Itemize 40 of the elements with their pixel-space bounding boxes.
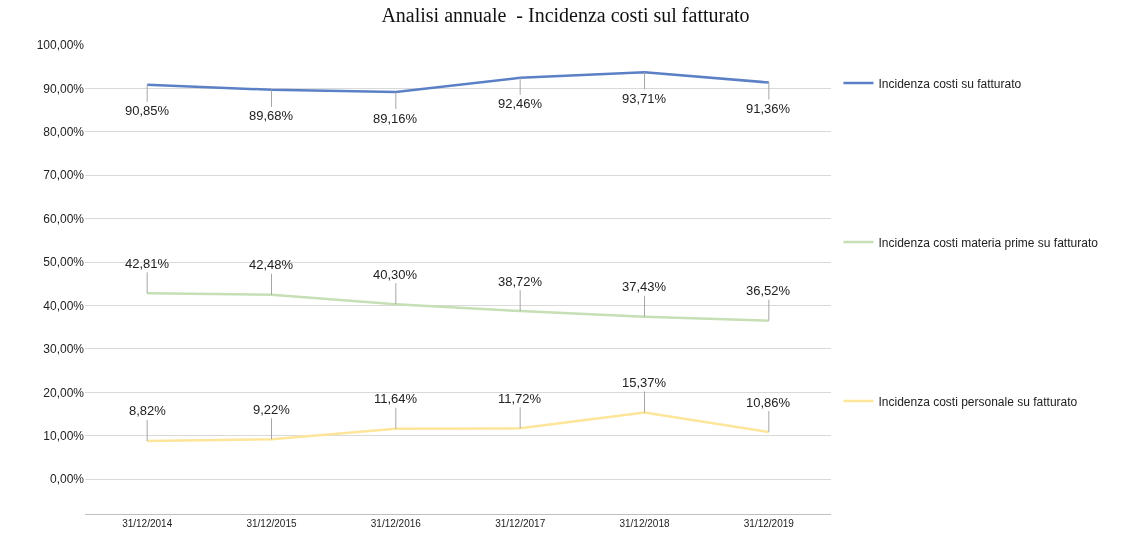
data-label: 92,46% (498, 96, 543, 111)
data-label: 37,43% (622, 279, 667, 294)
x-tick-label: 31/12/2018 (619, 518, 670, 529)
y-tick-label: 70,00% (43, 168, 85, 183)
data-label: 40,30% (373, 267, 418, 282)
data-label: 38,72% (498, 274, 543, 289)
data-label: 89,16% (373, 111, 418, 126)
y-tick-label: 10,00% (43, 429, 85, 444)
x-tick-label: 31/12/2016 (370, 518, 422, 529)
data-label: 89,68% (249, 108, 294, 123)
y-tick-label: 90,00% (43, 81, 85, 96)
data-label: 93,71% (622, 91, 667, 106)
legend-label: Incidenza costi materia prime su fatturato (878, 235, 1099, 250)
y-tick-label: 100,00% (36, 38, 85, 53)
y-tick-label: 0,00% (49, 472, 85, 487)
x-tick-label: 31/12/2014 (122, 518, 173, 529)
y-tick-label: 80,00% (43, 125, 85, 140)
data-label: 90,85% (125, 103, 170, 118)
y-tick-label: 60,00% (43, 211, 85, 226)
y-tick-label: 50,00% (43, 255, 85, 270)
data-label: 8,82% (129, 403, 167, 418)
data-label: 15,37% (622, 375, 667, 390)
legend-label: Incidenza costi su fatturato (878, 76, 1022, 91)
y-tick-label: 30,00% (43, 342, 85, 357)
data-label: 42,81% (125, 256, 170, 271)
data-label: 9,22% (253, 402, 291, 417)
chart-title: Analisi annuale - Incidenza costi sul fatturato (381, 4, 750, 27)
data-label: 11,64% (374, 391, 418, 406)
y-tick-label: 20,00% (43, 385, 85, 400)
data-label: 10,86% (746, 395, 791, 410)
y-tick-label: 40,00% (43, 298, 85, 313)
data-label: 36,52% (746, 283, 791, 298)
data-label: 42,48% (249, 257, 294, 272)
data-label: 11,72% (498, 391, 542, 406)
line-series (145, 71, 771, 94)
x-tick-label: 31/12/2017 (495, 518, 546, 529)
x-tick-label: 31/12/2019 (743, 518, 795, 529)
data-label: 91,36% (746, 101, 791, 116)
legend-label: Incidenza costi personale su fatturato (878, 394, 1078, 409)
x-tick-label: 31/12/2015 (246, 518, 297, 529)
